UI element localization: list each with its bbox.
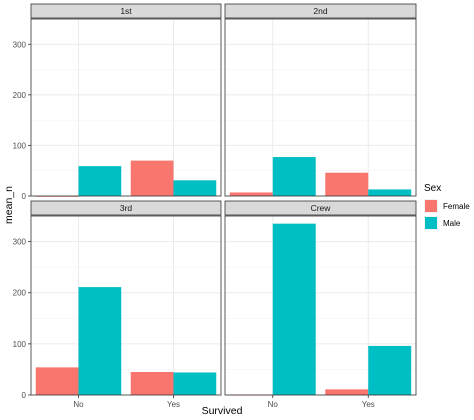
bar-female-yes xyxy=(130,160,174,196)
bar-female-yes xyxy=(325,389,369,395)
y-tick-label: 0 xyxy=(22,192,27,201)
bar-female-no xyxy=(229,192,273,196)
y-tick-label: 200 xyxy=(13,289,27,298)
legend-title: Sex xyxy=(424,183,441,194)
panel-background xyxy=(225,19,416,196)
facet-strip-label: 1st xyxy=(120,6,132,16)
x-tick-label: Yes xyxy=(167,400,180,409)
bar-male-yes xyxy=(368,345,412,395)
panel-2nd: 2nd xyxy=(224,3,417,197)
facet-strip xyxy=(30,3,222,19)
bar-male-yes xyxy=(173,372,217,395)
x-tick-label: No xyxy=(73,400,84,409)
x-tick-label: Yes xyxy=(362,400,375,409)
bar-female-yes xyxy=(325,172,369,196)
panel-1st: 1st 0 100 200 300 xyxy=(13,3,222,201)
panel-crew: Crew No Yes xyxy=(224,200,417,409)
facet-strip-label: Crew xyxy=(311,203,332,213)
facet-strip-label: 3rd xyxy=(120,203,133,213)
y-tick-label: 100 xyxy=(13,141,27,150)
bar-female-no xyxy=(35,367,79,395)
legend-key-male xyxy=(425,217,437,229)
legend: Sex Female Male xyxy=(424,183,470,230)
y-tick-label: 300 xyxy=(13,40,27,49)
y-tick-label: 0 xyxy=(22,391,27,400)
bar-male-no xyxy=(78,166,122,196)
bar-male-yes xyxy=(173,180,217,196)
bar-male-no xyxy=(78,287,122,395)
bar-male-no xyxy=(272,223,316,395)
facet-strip xyxy=(224,3,417,19)
facet-strip xyxy=(30,200,222,216)
y-tick-label: 200 xyxy=(13,91,27,100)
y-tick-label: 300 xyxy=(13,238,27,247)
panel-border xyxy=(30,215,222,396)
panel-border xyxy=(224,215,417,396)
bar-male-yes xyxy=(368,189,412,196)
panel-background xyxy=(31,216,221,395)
bar-male-no xyxy=(272,157,316,196)
panel-border xyxy=(30,18,222,197)
panel-3rd: 3rd 0 100 200 300 No Yes xyxy=(13,200,222,409)
panel-background xyxy=(31,19,221,196)
legend-label-female: Female xyxy=(443,202,470,211)
facet-strip xyxy=(224,200,417,216)
legend-label-male: Male xyxy=(443,219,461,228)
bar-female-yes xyxy=(130,371,174,395)
legend-key-female xyxy=(425,200,437,212)
x-tick-label: No xyxy=(268,400,279,409)
y-tick-label: 100 xyxy=(13,340,27,349)
y-axis-title: mean_n xyxy=(3,186,15,224)
facet-panels: 1st 0 100 200 300 2nd 3rd 0 100 200 300 No Yes Crew No… xyxy=(13,3,417,409)
x-axis-title: Survived xyxy=(202,405,243,417)
facet-strip-label: 2nd xyxy=(313,6,327,16)
panel-border xyxy=(224,18,417,197)
